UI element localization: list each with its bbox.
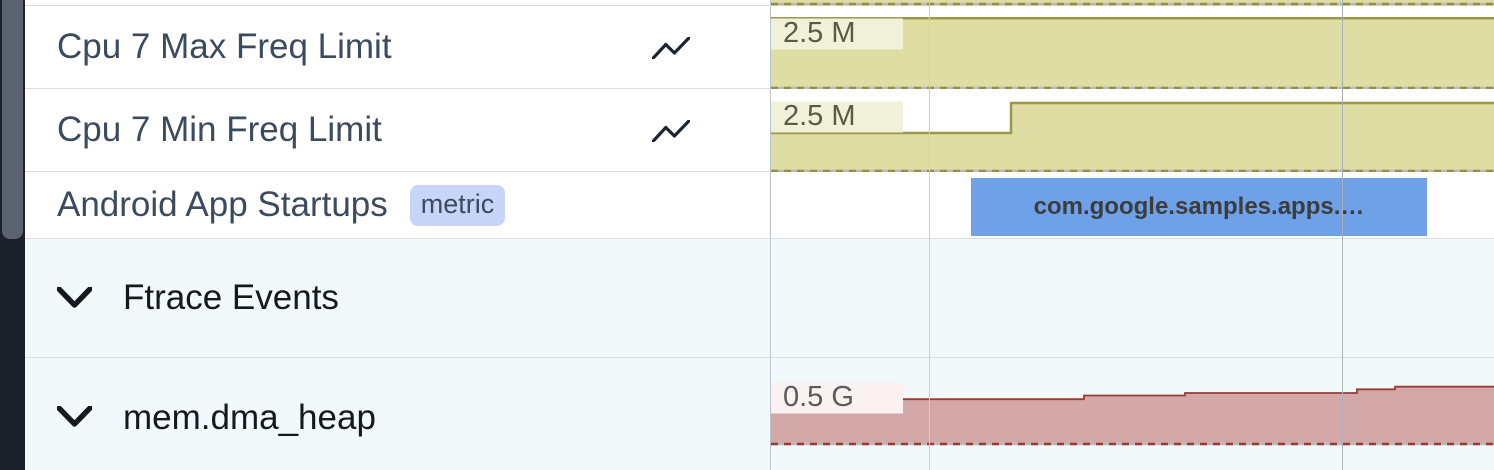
svg-text:2.5 M: 2.5 M — [783, 100, 856, 132]
svg-text:2.5 M: 2.5 M — [783, 17, 856, 49]
svg-text:0.5 G: 0.5 G — [783, 381, 854, 413]
